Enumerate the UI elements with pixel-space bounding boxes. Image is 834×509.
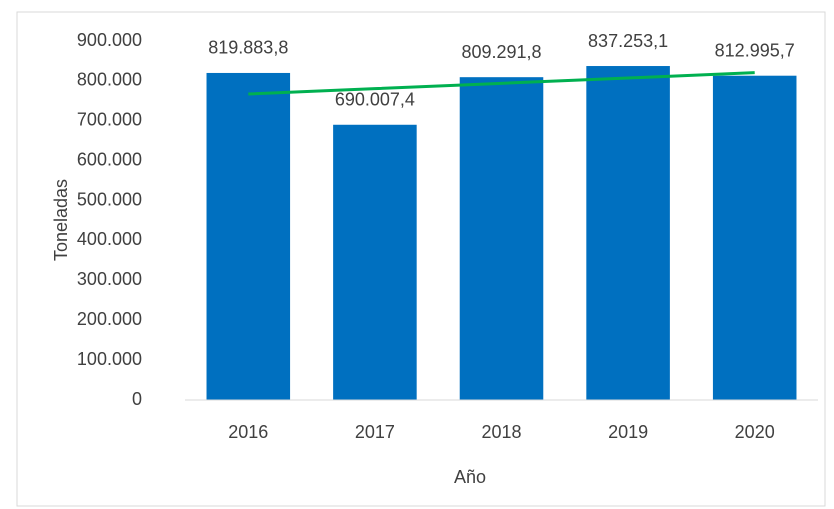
data-label: 837.253,1 xyxy=(588,31,668,51)
data-label: 812.995,7 xyxy=(715,40,795,60)
chart-frame xyxy=(16,11,826,507)
x-tick-label: 2018 xyxy=(481,422,521,442)
y-tick-label: 400.000 xyxy=(77,229,142,249)
y-tick-label: 500.000 xyxy=(77,189,142,209)
bar xyxy=(459,77,544,400)
y-tick-label: 800.000 xyxy=(77,70,142,90)
data-label: 690.007,4 xyxy=(335,90,415,110)
y-tick-label: 700.000 xyxy=(77,110,142,130)
data-label: 819.883,8 xyxy=(208,38,288,58)
y-axis-label: Toneladas xyxy=(51,179,71,261)
y-tick-label: 0 xyxy=(132,389,142,409)
bar xyxy=(586,66,670,400)
y-tick-label: 600.000 xyxy=(77,149,142,169)
x-tick-label: 2019 xyxy=(608,422,648,442)
x-tick-label: 2016 xyxy=(228,422,268,442)
x-tick-label: 2020 xyxy=(735,422,775,442)
y-tick-label: 900.000 xyxy=(77,30,142,50)
bar xyxy=(206,72,291,400)
y-tick-label: 200.000 xyxy=(77,309,142,329)
data-label: 809.291,8 xyxy=(461,42,541,62)
bar xyxy=(712,75,797,400)
y-tick-label: 300.000 xyxy=(77,269,142,289)
x-axis-label: Año xyxy=(454,467,486,487)
y-tick-label: 100.000 xyxy=(77,349,142,369)
trend-line xyxy=(248,71,755,96)
x-tick-label: 2017 xyxy=(355,422,395,442)
bar xyxy=(333,124,417,400)
